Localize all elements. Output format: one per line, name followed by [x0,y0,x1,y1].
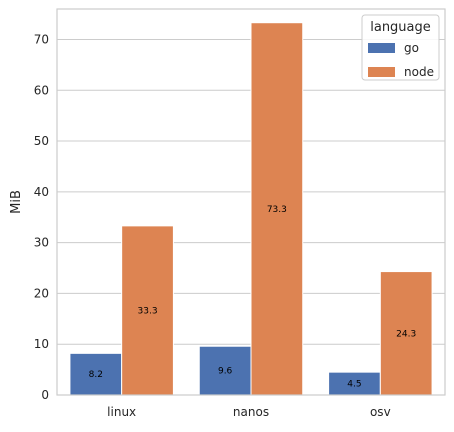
y-tick-label: 30 [34,236,49,250]
y-axis-ticks: 0 10 20 30 40 50 60 70 [34,32,49,402]
legend-swatch-go [368,43,395,53]
bar-node-nanos [250,22,304,396]
y-axis-label: MiB [9,190,24,214]
y-tick-label: 50 [34,134,49,148]
legend-label-node: node [404,65,434,79]
y-tick-label: 0 [41,388,49,402]
x-axis-ticks: linux nanos osv [107,405,391,419]
legend: language go node [361,14,440,81]
bar-go-linux [69,352,123,396]
plot-frame [56,8,446,396]
legend-label-go: go [404,41,419,55]
bar-node-linux [121,225,174,396]
bars [69,22,433,396]
bar-node-osv [379,271,433,396]
bar-value-label: 73.3 [267,205,287,215]
y-tick-label: 20 [34,286,49,300]
bar-value-label: 33.3 [138,306,158,316]
legend-title: language [370,20,431,35]
x-tick-label: linux [107,405,136,419]
legend-box [361,14,440,81]
x-tick-label: nanos [233,405,269,419]
bar-value-label: 24.3 [396,329,416,339]
y-tick-label: 60 [34,83,49,97]
y-tick-label: 40 [34,185,49,199]
y-tick-label: 70 [34,32,49,46]
bar-value-label: 8.2 [89,370,103,380]
x-tick-label: osv [370,405,391,419]
bar-labels: 8.2 33.3 9.6 73.3 4.5 24.3 [89,205,417,390]
bar-value-label: 9.6 [218,367,233,377]
bar-value-label: 4.5 [347,380,361,390]
legend-items: go node [368,41,434,79]
legend-swatch-node [368,67,395,77]
y-tick-label: 10 [34,337,49,351]
